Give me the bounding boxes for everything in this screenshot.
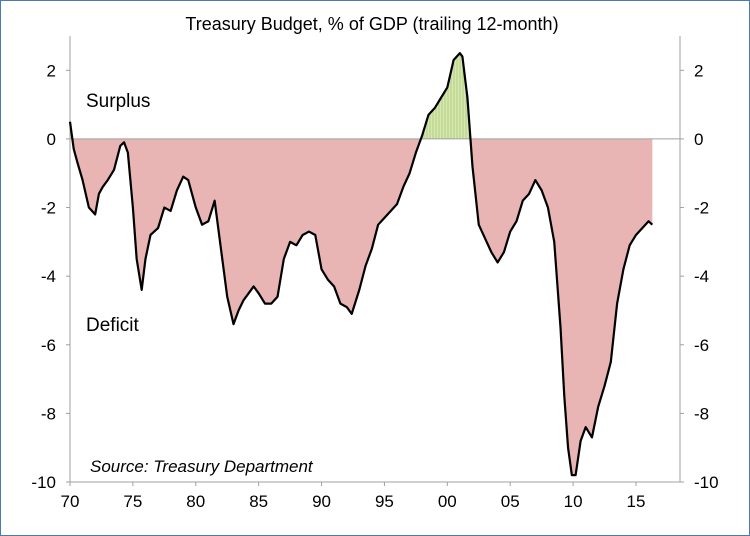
y-tick-label-left: -8 [41,404,56,423]
y-tick-label-left: 0 [47,130,56,149]
y-tick-label-left: 2 [47,61,56,80]
budget-line [68,52,654,477]
y-tick-label-left: -4 [41,267,56,286]
chart-title: Treasury Budget, % of GDP (trailing 12-m… [185,14,558,34]
x-tick-label: 70 [61,492,80,511]
y-tick-label-left: -6 [41,336,56,355]
y-tick-label-left: -10 [31,473,56,492]
y-tick-label-right: 0 [694,130,703,149]
source-label: Source: Treasury Department [90,457,314,476]
surplus-label: Surplus [86,91,150,112]
deficit-label: Deficit [86,315,140,336]
y-tick-label-right: 2 [694,61,703,80]
y-tick-label-right: -2 [694,199,709,218]
x-tick-label: 80 [186,492,205,511]
y-tick-label-left: -2 [41,199,56,218]
x-tick-label: 10 [564,492,583,511]
y-tick-label-right: -6 [694,336,709,355]
x-tick-label: 15 [627,492,646,511]
x-tick-label: 85 [249,492,268,511]
x-tick-label: 95 [375,492,394,511]
x-tick-label: 00 [438,492,457,511]
y-tick-label-right: -8 [694,404,709,423]
x-tick-label: 75 [123,492,142,511]
y-tick-label-right: -10 [694,473,719,492]
y-tick-label-right: -4 [694,267,709,286]
deficit-area [72,138,653,476]
x-tick-label: 90 [312,492,331,511]
x-tick-label: 05 [501,492,520,511]
